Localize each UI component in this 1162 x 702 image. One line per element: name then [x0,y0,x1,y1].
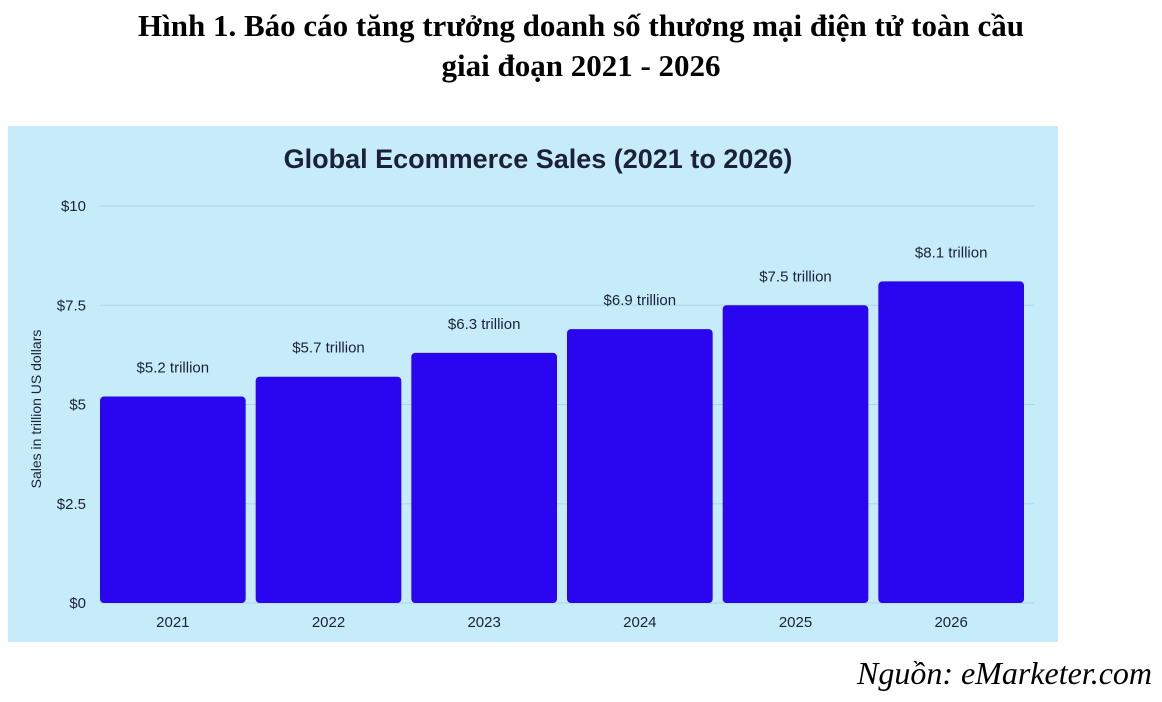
data-label: $8.1 trillion [915,244,988,261]
bar-chart: Global Ecommerce Sales (2021 to 2026) Sa… [28,144,1034,631]
data-label: $7.5 trillion [759,268,832,285]
data-label: $5.7 trillion [292,340,365,357]
bars [100,281,1024,603]
figure-title-line-1: Hình 1. Báo cáo tăng trưởng doanh số thư… [138,8,1024,43]
chart-title: Global Ecommerce Sales (2021 to 2026) [284,144,793,174]
y-tick-label: $5 [69,397,86,414]
y-axis-ticks: $0 $2.5 $5 $7.5 $10 [57,198,86,612]
y-tick-label: $0 [69,595,86,612]
x-tick-label: 2025 [779,614,812,631]
x-axis-ticks: 2021 2022 2023 2024 2025 2026 [156,614,968,631]
x-tick-label: 2022 [312,614,345,631]
figure-title-line-2: giai đoạn 2021 - 2026 [441,48,721,83]
bar [255,376,402,603]
chart-panel: Global Ecommerce Sales (2021 to 2026) Sa… [8,126,1058,642]
x-tick-label: 2021 [156,614,189,631]
y-axis-label: Sales in trillion US dollars [28,330,44,489]
y-tick-label: $2.5 [57,496,86,513]
data-label: $6.3 trillion [448,316,521,333]
data-label: $5.2 trillion [137,360,210,377]
x-tick-label: 2024 [623,614,656,631]
bar [411,352,557,603]
y-tick-label: $10 [61,198,86,215]
bar [100,396,246,603]
bar [567,329,713,603]
source-note: Nguồn: eMarketer.com [856,655,1152,691]
data-labels: $5.2 trillion $5.7 trillion $6.3 trillion $… [137,244,988,376]
bar [878,281,1024,603]
bar [722,305,869,603]
x-tick-label: 2023 [467,614,500,631]
y-tick-label: $7.5 [57,297,86,314]
data-label: $6.9 trillion [604,292,677,309]
figure-title: Hình 1. Báo cáo tăng trưởng doanh số thư… [0,6,1162,86]
x-tick-label: 2026 [934,614,967,631]
